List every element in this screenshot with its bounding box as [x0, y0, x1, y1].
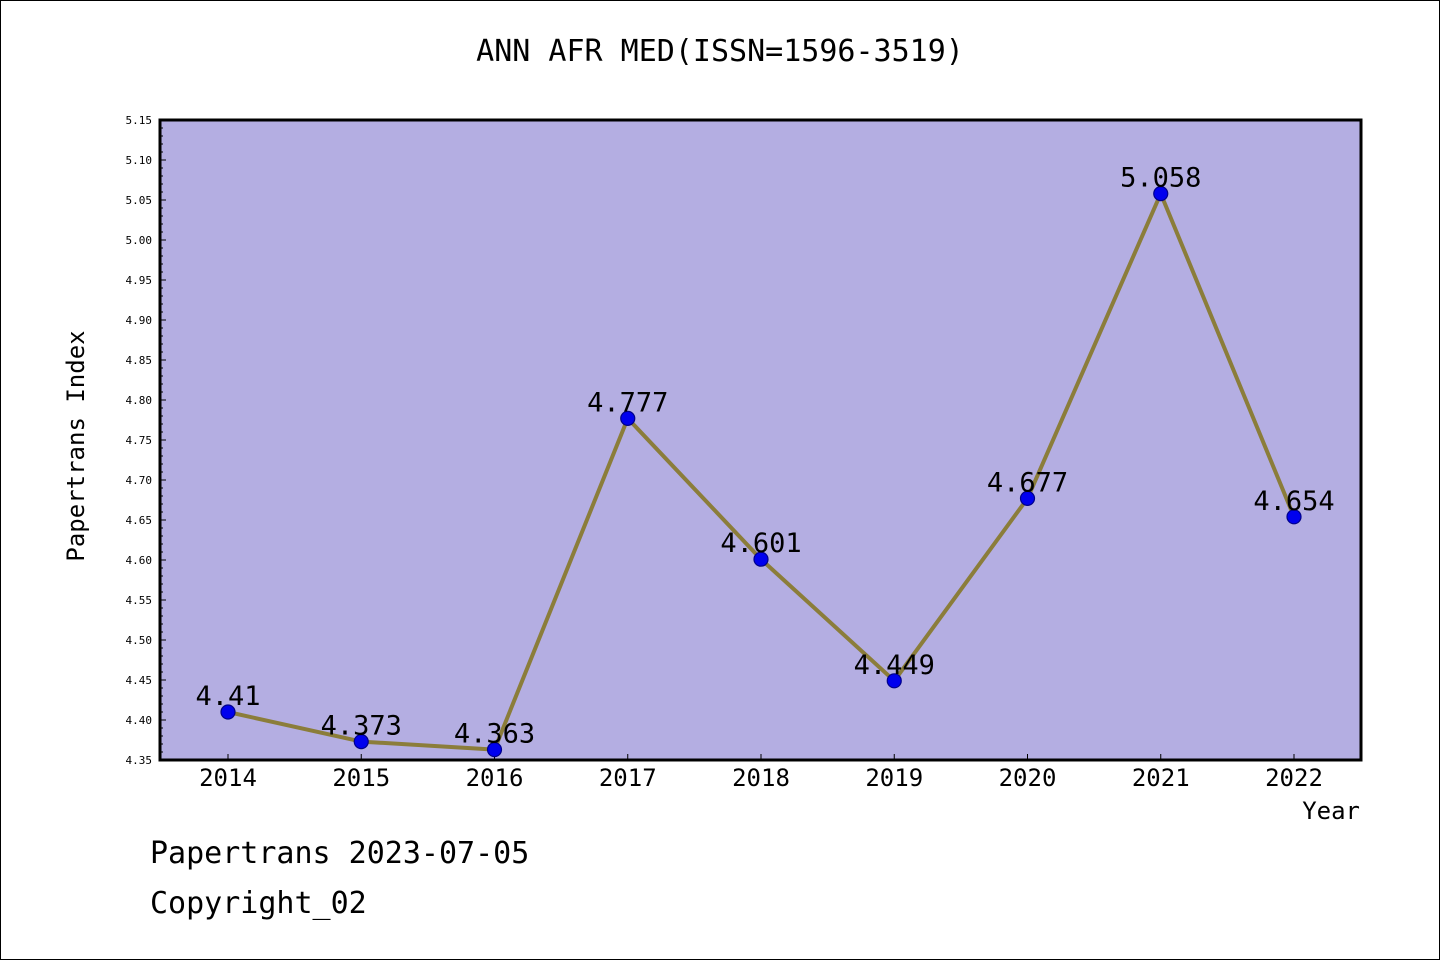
y-tick-label: 4.80: [126, 394, 153, 407]
x-axis-label: Year: [1302, 797, 1360, 825]
y-tick-label: 5.15: [126, 114, 153, 127]
data-point: [753, 551, 769, 567]
x-tick-label: 2016: [466, 764, 524, 792]
data-point: [220, 704, 236, 720]
data-label: 4.654: [1253, 486, 1334, 517]
y-axis-label: Papertrans Index: [62, 330, 90, 562]
y-tick-label: 4.75: [126, 434, 153, 447]
data-label: 4.449: [854, 650, 935, 681]
data-point: [1019, 490, 1036, 506]
data-label: 4.677: [987, 467, 1068, 498]
y-tick-label: 4.55: [126, 594, 153, 607]
y-tick-label: 5.05: [126, 194, 153, 207]
data-label: 4.363: [454, 719, 535, 750]
y-tick-label: 5.00: [126, 234, 153, 247]
data-label: 4.373: [321, 711, 402, 742]
y-tick-label: 4.35: [126, 754, 153, 767]
footer-copyright: Copyright_02: [150, 886, 367, 921]
footer-date: Papertrans 2023-07-05: [150, 836, 530, 871]
x-tick-label: 2015: [332, 764, 390, 792]
y-tick-label: 4.65: [126, 514, 153, 527]
data-point: [486, 741, 503, 758]
data-label: 4.41: [195, 681, 260, 712]
plot-border: [158, 118, 1363, 762]
x-tick-label: 2020: [999, 764, 1057, 792]
data-point: [1153, 186, 1169, 202]
data-point: [353, 733, 369, 750]
plot-area: [160, 120, 1361, 760]
chart-title: ANN AFR MED(ISSN=1596-3519): [476, 34, 964, 69]
y-tick-label: 4.45: [126, 674, 153, 687]
x-tick-label: 2021: [1132, 764, 1190, 792]
y-tick-label: 4.95: [126, 274, 153, 287]
x-tick-label: 2014: [199, 764, 257, 792]
data-label: 5.058: [1120, 163, 1201, 194]
y-tick-label: 4.90: [126, 314, 153, 327]
y-tick-label: 4.50: [126, 634, 153, 647]
x-tick-label: 2017: [599, 764, 657, 792]
y-tick-label: 5.10: [126, 154, 153, 167]
y-tick-label: 4.40: [126, 714, 153, 727]
y-tick-label: 4.60: [126, 554, 153, 567]
data-label: 4.777: [587, 387, 668, 418]
y-tick-label: 4.85: [126, 354, 153, 367]
x-tick-label: 2019: [865, 764, 923, 792]
x-tick-label: 2022: [1265, 764, 1323, 792]
data-label: 4.601: [720, 528, 801, 559]
data-point: [1286, 509, 1302, 525]
data-point: [886, 673, 902, 689]
y-tick-label: 4.70: [126, 474, 153, 487]
data-point: [620, 410, 636, 426]
x-tick-label: 2018: [732, 764, 790, 792]
